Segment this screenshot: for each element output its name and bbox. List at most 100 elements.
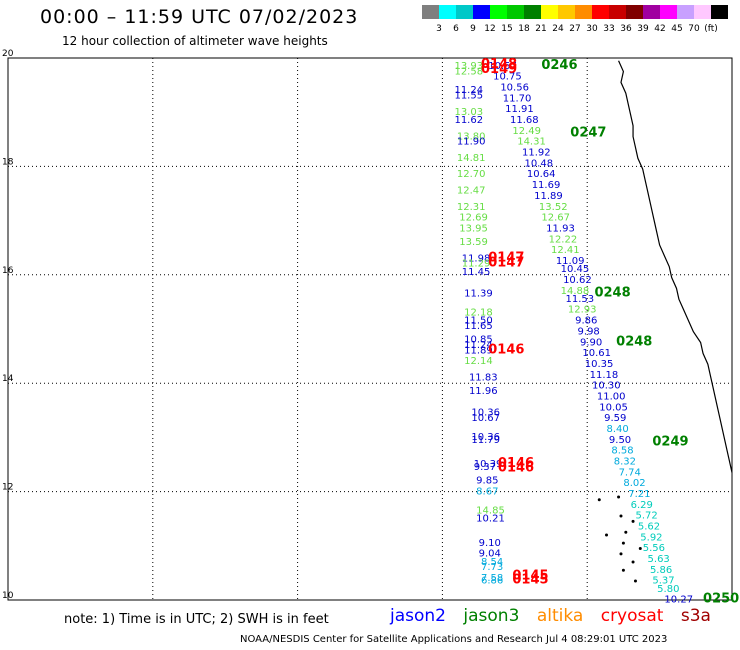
colorbar-swatch — [439, 5, 456, 19]
latitude-tick-label: 12 — [2, 483, 13, 493]
colorbar-label: 21 — [535, 24, 546, 34]
pass-time-label: 0145 — [512, 573, 548, 588]
wave-height-value: 11.00 — [597, 391, 626, 402]
pass-time-label: 0147 — [488, 250, 524, 265]
colorbar-swatch — [592, 5, 609, 19]
wave-height-value: 11.29 — [462, 259, 491, 270]
latitude-tick-label: 18 — [2, 157, 14, 167]
wave-height-value: 11.79 — [471, 435, 500, 446]
wave-height-value: 5.72 — [635, 511, 657, 522]
colorbar-swatch — [694, 5, 711, 19]
colorbar-label: 36 — [620, 24, 632, 34]
colorbar-label: 70 — [688, 24, 700, 34]
island-marker — [631, 519, 635, 523]
wave-height-value: 10.39 — [474, 459, 503, 470]
wave-height-value: 12.22 — [549, 234, 578, 245]
wave-height-value: 10.64 — [527, 169, 556, 180]
wave-height-value: 5.63 — [648, 554, 670, 565]
wave-height-value: 13.93 — [454, 61, 483, 72]
satellite-jason3: jason3 — [463, 606, 520, 626]
pass-time-label: 0148 — [481, 57, 517, 72]
wave-height-value: 7.73 — [481, 562, 503, 573]
colorbar-swatch — [677, 5, 694, 19]
colorbar-label: 45 — [671, 24, 682, 34]
colorbar-swatch — [575, 5, 592, 19]
wave-height-value: 11.24 — [454, 85, 483, 96]
wave-height-value: 11.45 — [462, 267, 491, 278]
coastline — [618, 60, 733, 473]
wave-height-value: 8.02 — [623, 478, 645, 489]
wave-height-value: 10.36 — [471, 408, 500, 419]
island-marker — [619, 552, 623, 556]
pass-time-label: 0248 — [594, 285, 630, 300]
wave-height-colorbar: 3 6 9 12 15 18 21 24 27 30 33 36 39 42 45 70 (ft) — [422, 5, 728, 34]
pass-time-label: 0145 — [512, 568, 548, 583]
pass-time-label: 0248 — [616, 334, 652, 349]
wave-height-value: 7.74 — [619, 467, 641, 478]
satellite-altika: altika — [536, 606, 584, 626]
pass-time-label: 0147 — [488, 256, 524, 271]
wave-height-value: 12.67 — [541, 213, 570, 224]
wave-height-value: 12.49 — [512, 126, 541, 137]
colorbar-label: 18 — [518, 24, 530, 34]
wave-height-value: 11.62 — [454, 115, 483, 126]
wave-height-value: 10.48 — [524, 158, 553, 169]
colorbar-label: 30 — [586, 24, 598, 34]
colorbar-label: 42 — [654, 24, 665, 34]
colorbar-swatch — [609, 5, 626, 19]
units-note: note: 1) Time is in UTC; 2) SWH is in fe… — [64, 612, 329, 627]
wave-height-value: 12.31 — [457, 202, 486, 213]
latitude-tick-label: 16 — [2, 266, 14, 276]
wave-height-value: 7.58 — [481, 573, 503, 584]
wave-height-value: 10.05 — [599, 402, 628, 413]
credit-line: NOAA/NESDIS Center for Satellite Applica… — [240, 634, 668, 645]
wave-height-value: 9.50 — [609, 435, 631, 446]
colorbar-swatch — [422, 5, 439, 19]
colorbar-label: 27 — [569, 24, 580, 34]
island-marker — [605, 533, 609, 537]
colorbar-label: 15 — [501, 24, 512, 34]
colorbar-label: 3 — [436, 24, 442, 34]
wave-height-value: 12.18 — [464, 307, 493, 318]
island-marker — [621, 541, 625, 545]
wave-height-value: 9.90 — [580, 337, 602, 348]
wave-height-value: 13.03 — [454, 107, 483, 118]
colorbar-swatch — [643, 5, 660, 19]
wave-height-value: 9.37 — [474, 462, 496, 473]
satellite-cryosat: cryosat — [600, 606, 664, 626]
pass-time-label: 0250 — [703, 592, 739, 605]
colorbar-label: 24 — [552, 24, 564, 34]
colorbar-swatch — [524, 5, 541, 19]
colorbar-label: 12 — [484, 24, 495, 34]
wave-height-value: 10.36 — [471, 432, 500, 443]
wave-height-value: 8.32 — [614, 457, 636, 468]
pass-time-label: 0146 — [498, 456, 534, 471]
colorbar-swatch — [490, 5, 507, 19]
wave-height-value: 10.56 — [500, 83, 529, 94]
wave-height-value: 5.56 — [643, 543, 665, 554]
colorbar-swatch — [711, 5, 728, 19]
colorbar-swatch — [558, 5, 575, 19]
altimeter-map: 60636669727510121416182013.9312.5810.571… — [2, 49, 739, 605]
island-marker — [624, 530, 628, 534]
wave-height-value: 5.37 — [652, 576, 674, 587]
wave-height-value: 13.59 — [459, 237, 488, 248]
pass-time-label: 0149 — [481, 62, 517, 77]
wave-height-value: 5.86 — [650, 565, 672, 576]
satellite-jason2: jason2 — [390, 606, 446, 626]
wave-height-value: 11.92 — [522, 148, 551, 159]
wave-height-value: 5.80 — [657, 584, 679, 595]
latitude-tick-label: 10 — [2, 591, 14, 601]
wave-height-value: 11.55 — [454, 91, 483, 102]
wave-height-value: 14.88 — [561, 286, 590, 297]
colorbar-swatch — [507, 5, 524, 19]
wave-height-value: 10.57 — [488, 61, 517, 72]
colorbar-label: 39 — [637, 24, 649, 34]
wave-height-value: 9.59 — [604, 413, 626, 424]
wave-height-value: 11.18 — [590, 370, 619, 381]
wave-height-value: 10.75 — [493, 72, 522, 83]
wave-height-value: 11.09 — [556, 256, 585, 267]
pass-time-label: 0146 — [488, 342, 524, 357]
pass-time-label: 0247 — [570, 126, 606, 141]
wave-height-value: 11.69 — [532, 180, 561, 191]
